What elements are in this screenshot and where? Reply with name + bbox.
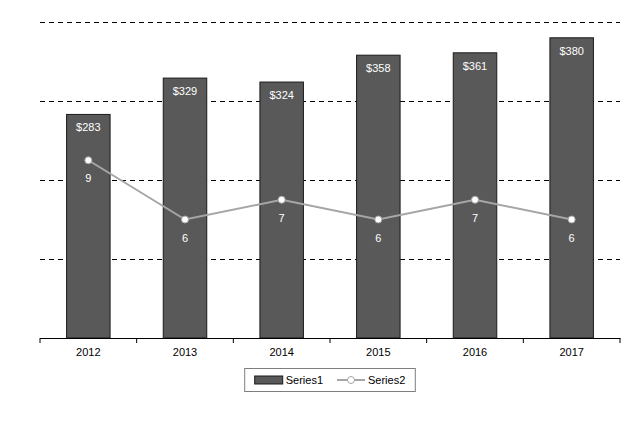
- bar-label: $324: [269, 89, 293, 101]
- legend-label: Series2: [368, 374, 405, 386]
- chart: $283$329$324$358$361$3809676762012201320…: [0, 0, 644, 425]
- plot: $283$329$324$358$361$3809676762012201320…: [40, 23, 621, 358]
- legend-swatch: [255, 376, 283, 384]
- grid-line: [40, 101, 620, 102]
- x-tick: 2016: [463, 338, 487, 358]
- x-tick: 2012: [76, 338, 100, 358]
- data-labels: $283 $329 $324 $358 $361 $380 9 6 7 6 7 6: [76, 45, 584, 244]
- bar: [67, 114, 111, 338]
- x-tick-label: 2015: [366, 346, 390, 358]
- legend-box: [245, 369, 416, 392]
- marker: [182, 216, 189, 223]
- bar-label: $380: [559, 45, 583, 57]
- point-label: 9: [85, 172, 91, 184]
- marker: [278, 196, 285, 203]
- grid-line: [40, 259, 620, 260]
- legend-label: Series1: [286, 374, 323, 386]
- grid-line: [40, 22, 620, 23]
- category-divider: [330, 338, 331, 343]
- y-tick: [40, 101, 620, 102]
- category-divider: [426, 338, 427, 343]
- category-divider: [40, 338, 41, 343]
- x-tick-label: 2017: [559, 346, 583, 358]
- point-label: 6: [569, 232, 575, 244]
- point-label: 7: [472, 212, 478, 224]
- legend: Series1 Series2: [245, 369, 416, 392]
- y-tick: [40, 180, 620, 181]
- y-axis: [40, 23, 620, 339]
- bar: [550, 38, 594, 338]
- legend-item: Series2: [337, 374, 405, 386]
- category-divider: [620, 338, 621, 343]
- marker: [472, 196, 479, 203]
- x-tick-label: 2013: [173, 346, 197, 358]
- x-tick-label: 2016: [463, 346, 487, 358]
- x-axis: 2012 2013 2014 2015 2016 2017: [40, 338, 621, 358]
- category-divider: [523, 338, 524, 343]
- legend-marker: [348, 377, 355, 384]
- bar: [163, 78, 207, 338]
- point-label: 6: [182, 232, 188, 244]
- x-tick-label: 2014: [269, 346, 293, 358]
- x-tick: 2015: [366, 338, 390, 358]
- marker: [568, 216, 575, 223]
- bar: [260, 82, 304, 338]
- bar-label: $361: [463, 60, 487, 72]
- grid-line: [40, 180, 620, 181]
- marker: [375, 216, 382, 223]
- bar-label: $358: [366, 62, 390, 74]
- bar-label: $329: [173, 85, 197, 97]
- marker: [85, 157, 92, 164]
- x-tick-label: 2012: [76, 346, 100, 358]
- bar: [357, 55, 401, 338]
- y-tick: [40, 22, 620, 23]
- x-tick: 2017: [559, 338, 583, 358]
- legend-item: Series1: [255, 374, 323, 386]
- point-label: 6: [375, 232, 381, 244]
- category-divider: [233, 338, 234, 343]
- point-label: 7: [279, 212, 285, 224]
- y-axis-line: [41, 23, 621, 339]
- bar: [453, 53, 497, 338]
- category-divider: [136, 338, 137, 343]
- y-tick: [40, 259, 620, 260]
- line: [88, 160, 571, 219]
- bar-label: $283: [76, 121, 100, 133]
- x-tick: 2014: [269, 338, 293, 358]
- x-tick: 2013: [173, 338, 197, 358]
- marks: [67, 38, 594, 338]
